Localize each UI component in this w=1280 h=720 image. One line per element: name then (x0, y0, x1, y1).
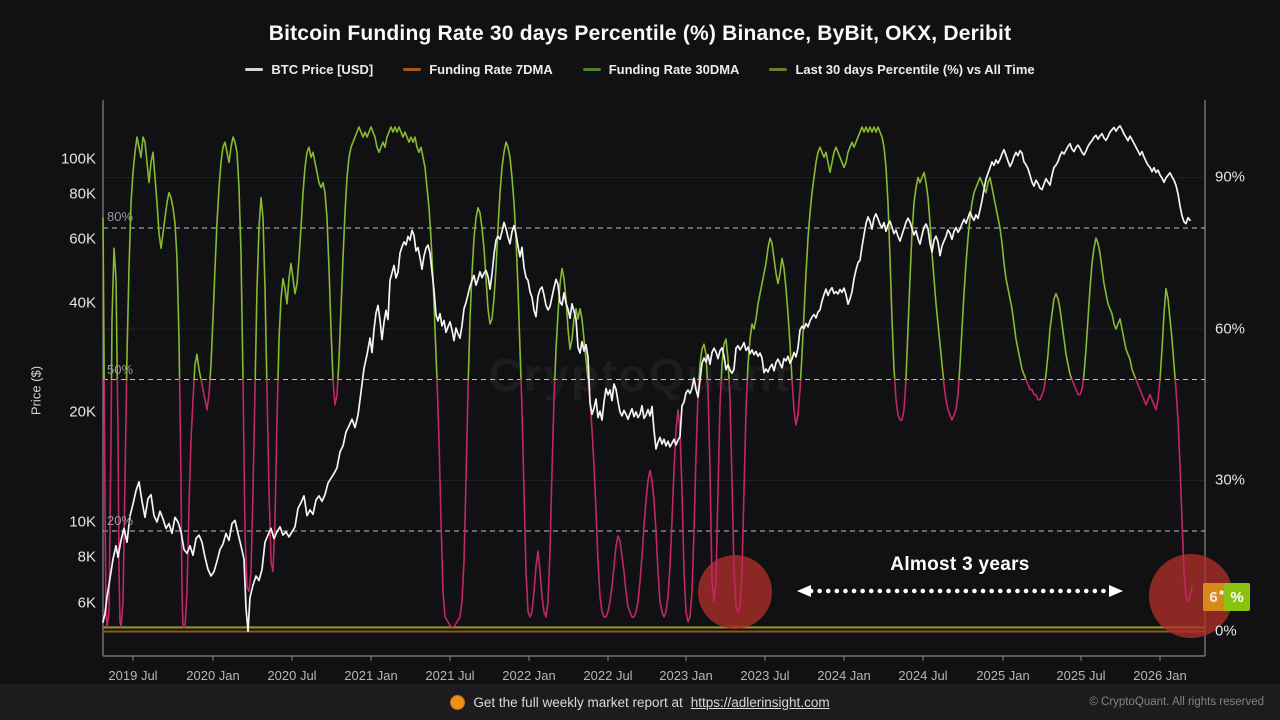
percentile-line (746, 237, 793, 381)
orange-circle-icon (450, 694, 466, 710)
y-axis-price-label: 40K (69, 294, 96, 312)
percentile-line (1174, 378, 1193, 603)
page-title: Bitcoin Funding Rate 30 days Percentile … (268, 22, 1012, 45)
legend-swatch-icon (769, 68, 788, 71)
legend-item[interactable]: Funding Rate 30DMA (582, 62, 740, 77)
percentile-line (958, 176, 1027, 381)
copyright-notice: © CryptoQuant. All rights reserved (1089, 696, 1264, 708)
legend-item[interactable]: BTC Price [USD] (245, 62, 373, 77)
x-axis-date-label: 2025 Jul (1056, 668, 1106, 683)
y-axis-percent-label: 90% (1215, 168, 1246, 186)
percentile-line (266, 378, 279, 573)
x-axis-date-label: 2022 Jan (502, 668, 556, 683)
legend-swatch-icon (245, 68, 264, 71)
percentile-line (436, 378, 470, 628)
percentile-line (125, 136, 181, 381)
x-axis-date-label: 2023 Jul (740, 668, 790, 683)
percentile-line (332, 378, 339, 406)
arrowhead-right (1109, 585, 1123, 597)
percentile-line (554, 267, 589, 381)
percentile-line (110, 247, 119, 381)
x-axis-date-label: 2024 Jul (898, 668, 948, 683)
legend-label: Funding Rate 30DMA (608, 62, 740, 77)
y-axis-price-label: 10K (69, 513, 96, 531)
x-axis-date-label: 2020 Jul (267, 668, 317, 683)
current-value-badge: 6 % * (1203, 583, 1250, 611)
almost-3-years-annotation: Almost 3 years (890, 554, 1030, 575)
cryptoquant-watermark: CryptoQuant (488, 349, 792, 401)
percentile-line (103, 378, 113, 628)
percentile-line (178, 378, 195, 628)
badge-marker-asterisk: * (1219, 587, 1225, 602)
threshold-label: 20% (107, 513, 134, 528)
percentile-line (337, 126, 438, 381)
x-axis-date-label: 2024 Jan (817, 668, 871, 683)
percentile-line (1071, 378, 1085, 396)
y-axis-price-label: 100K (60, 150, 96, 168)
legend-swatch-icon (403, 68, 422, 71)
footer-link[interactable]: https://adlerinsight.com (690, 694, 830, 710)
percentile-line (254, 196, 268, 381)
percentile-value-badge: % (1224, 583, 1250, 611)
y-axis-price-label: 20K (69, 403, 96, 421)
percentile-line (277, 146, 334, 381)
legend-label: Last 30 days Percentile (%) vs All Time (795, 62, 1035, 77)
percentile-line (942, 378, 960, 421)
percentile-line (905, 171, 945, 381)
legend-item[interactable]: Last 30 days Percentile (%) vs All Time (769, 62, 1035, 77)
y-axis-title: Price ($) (28, 365, 44, 416)
y-axis-percent-label: 60% (1215, 320, 1246, 338)
percentile-line (791, 378, 802, 426)
y-axis-price-label: 8K (77, 548, 96, 566)
footer-message: Get the full weekly market report at htt… (0, 684, 1280, 720)
percentile-line (102, 217, 105, 381)
x-axis-date-label: 2023 Jan (659, 668, 713, 683)
footer-bar: Get the full weekly market report at htt… (0, 684, 1280, 720)
percentile-line (1082, 237, 1137, 381)
x-axis-date-label: 2022 Jul (583, 668, 633, 683)
y-axis-price-label: 60K (69, 230, 96, 248)
percentile-line (1135, 378, 1161, 411)
legend-swatch-icon (582, 68, 601, 71)
percentile-line (1044, 292, 1073, 381)
x-axis-date-label: 2019 Jul (108, 668, 158, 683)
percentile-line (799, 126, 896, 381)
threshold-label: 80% (107, 209, 134, 224)
percentile-line (467, 141, 522, 381)
y-axis-price-label: 80K (69, 185, 96, 203)
percentile-line (209, 136, 244, 381)
percentile-line (728, 378, 749, 613)
legend-label: BTC Price [USD] (271, 62, 374, 77)
footer-text: Get the full weekly market report at (473, 694, 683, 710)
percentile-line (200, 378, 211, 411)
percentile-line (706, 378, 723, 603)
x-axis-date-label: 2025 Jan (976, 668, 1030, 683)
percentile-line (1159, 287, 1176, 381)
percentile-line (1025, 378, 1047, 401)
x-axis-date-label: 2021 Jan (344, 668, 398, 683)
percentile-line (720, 338, 730, 381)
percentile-line (242, 378, 256, 593)
percentile-line (116, 378, 128, 628)
percentile-line (893, 378, 907, 421)
btc-price-line (102, 125, 1191, 633)
x-axis-date-label: 2026 Jan (1133, 668, 1187, 683)
percentile-line (587, 378, 700, 623)
y-axis-percent-label: 0% (1215, 622, 1237, 640)
arrowhead-left (797, 585, 811, 597)
legend: BTC Price [USD] Funding Rate 7DMA Funding … (0, 62, 1280, 77)
x-axis-date-label: 2021 Jul (425, 668, 475, 683)
funding-rate-value-badge: 6 (1203, 583, 1224, 611)
highlight-circle (1149, 554, 1233, 638)
y-axis-percent-label: 30% (1215, 471, 1246, 489)
x-axis-date-label: 2020 Jan (186, 668, 240, 683)
legend-item[interactable]: Funding Rate 7DMA (403, 62, 553, 77)
threshold-label: 50% (107, 362, 134, 377)
y-axis-price-label: 6K (77, 594, 96, 612)
percentile-line (520, 378, 556, 618)
percentile-line (193, 353, 202, 381)
legend-label: Funding Rate 7DMA (429, 62, 553, 77)
